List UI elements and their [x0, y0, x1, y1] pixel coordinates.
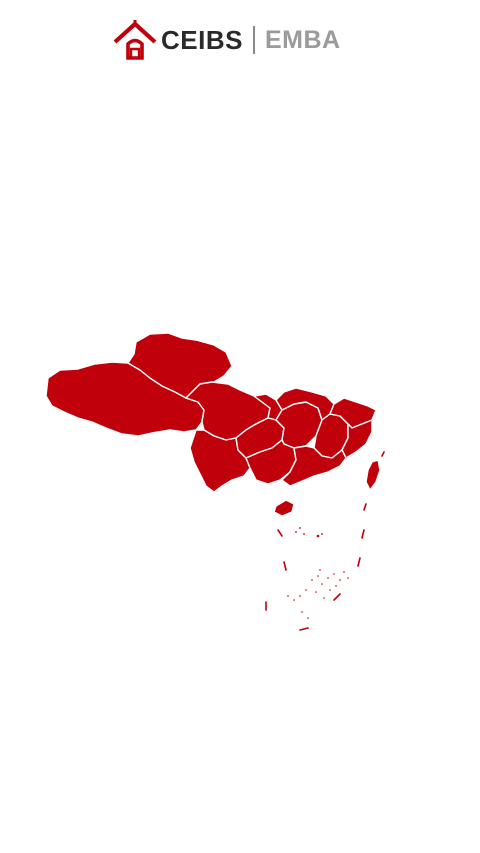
ceibs-emba-logo: CEIBS EMBA [112, 18, 341, 62]
south-sea-islands [287, 527, 349, 619]
map-region-guangdong[interactable] [281, 445, 347, 487]
map-region-yunnan[interactable] [189, 429, 251, 493]
map-region-taiwan[interactable] [365, 459, 381, 491]
header: CEIBS EMBA [0, 18, 480, 62]
south-sea-boundary [265, 451, 385, 631]
brand-name: CEIBS [161, 25, 243, 55]
map-region-hainan[interactable] [273, 499, 295, 517]
logo-divider [252, 26, 255, 54]
region-map [45, 332, 385, 631]
program-name: EMBA [264, 26, 341, 54]
map-region-fujian[interactable] [341, 419, 373, 459]
ceibs-logo-icon [113, 20, 157, 60]
